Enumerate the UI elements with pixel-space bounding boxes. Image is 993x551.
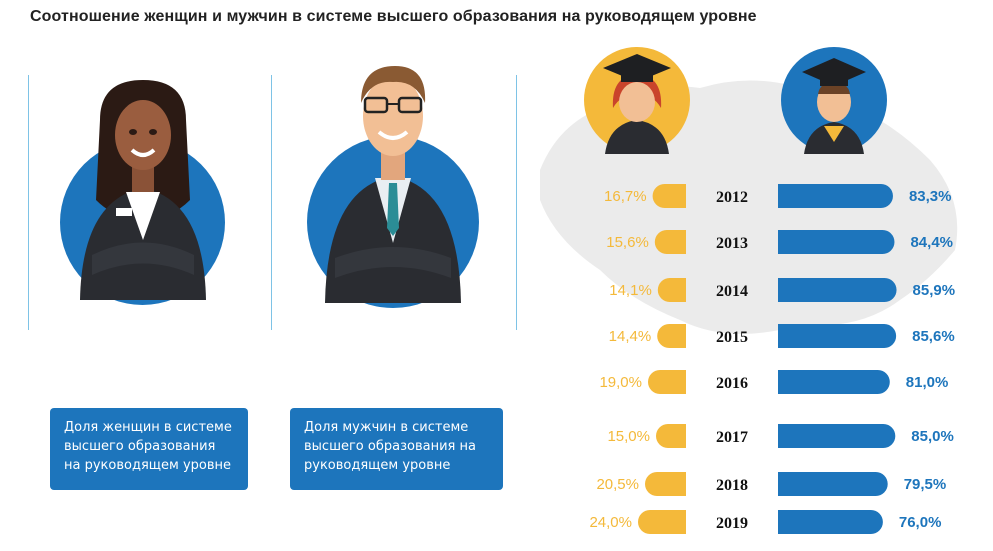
women-bar xyxy=(645,472,686,496)
man-figure xyxy=(305,58,485,313)
women-value-label: 19,0% xyxy=(599,374,642,391)
women-value-label: 15,6% xyxy=(606,234,649,251)
men-value-label: 84,4% xyxy=(910,234,953,251)
women-value-label: 15,0% xyxy=(607,428,650,445)
women-bar xyxy=(638,510,686,534)
year-label: 2018 xyxy=(716,477,748,494)
men-bar xyxy=(778,510,883,534)
women-value-label: 20,5% xyxy=(596,476,639,493)
women-bar xyxy=(648,370,686,394)
women-value-label: 24,0% xyxy=(589,514,632,531)
year-label: 2013 xyxy=(716,235,748,252)
men-bar xyxy=(778,230,895,254)
female-graduate-icon xyxy=(583,46,691,154)
year-label: 2015 xyxy=(716,329,748,346)
page-title: Соотношение женщин и мужчин в системе вы… xyxy=(30,8,757,25)
women-value-label: 14,4% xyxy=(609,328,652,345)
men-value-label: 85,9% xyxy=(913,282,956,299)
men-value-label: 85,6% xyxy=(912,328,955,345)
men-share-label: Доля мужчин в системе высшего образовани… xyxy=(290,408,503,490)
year-label: 2016 xyxy=(716,375,748,392)
men-bar xyxy=(778,324,897,348)
men-bar xyxy=(778,472,888,496)
men-value-label: 83,3% xyxy=(909,188,952,205)
women-bar xyxy=(657,278,686,302)
woman-figure xyxy=(60,80,235,310)
divider-line xyxy=(516,75,517,330)
women-value-label: 14,1% xyxy=(609,282,652,299)
women-bar xyxy=(656,424,686,448)
women-bar xyxy=(652,184,686,208)
men-bar xyxy=(778,370,890,394)
year-label: 2012 xyxy=(716,189,748,206)
men-bar xyxy=(778,278,897,302)
divider-line xyxy=(271,75,272,330)
men-value-label: 85,0% xyxy=(911,428,954,445)
women-share-label: Доля женщин в системе высшего образовани… xyxy=(50,408,248,490)
year-label: 2019 xyxy=(716,515,748,532)
women-value-label: 16,7% xyxy=(604,188,647,205)
men-value-label: 81,0% xyxy=(906,374,949,391)
male-graduate-icon xyxy=(780,46,888,154)
men-bar xyxy=(778,424,896,449)
year-label: 2017 xyxy=(716,429,748,446)
women-bar xyxy=(654,230,686,254)
women-bar xyxy=(657,324,686,348)
men-value-label: 76,0% xyxy=(899,514,942,531)
men-bar xyxy=(778,184,893,208)
divider-line xyxy=(28,75,29,330)
year-label: 2014 xyxy=(716,283,748,300)
men-value-label: 79,5% xyxy=(904,476,947,493)
